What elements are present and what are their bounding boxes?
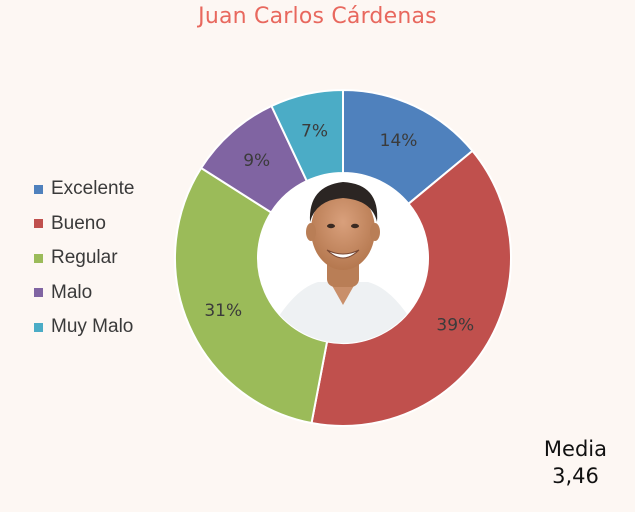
- slice-labels: 14% 39% 31% 9% 7%: [204, 122, 474, 336]
- slice-label-malo: 9%: [243, 151, 270, 171]
- slice-label-muy-malo: 7%: [301, 122, 328, 142]
- legend-swatch: [34, 219, 43, 229]
- summary-label: Media: [543, 437, 607, 461]
- slice-label-excelente: 14%: [380, 131, 418, 151]
- legend-label: Regular: [51, 247, 118, 269]
- legend-swatch: [34, 184, 43, 194]
- legend-swatch: [34, 322, 43, 332]
- legend-item-muy-malo: Muy Malo: [34, 310, 134, 345]
- legend-item-regular: Regular: [34, 241, 134, 276]
- legend-label: Excelente: [51, 178, 135, 200]
- legend-label: Muy Malo: [51, 316, 134, 338]
- legend-swatch: [34, 288, 43, 298]
- legend-item-excelente: Excelente: [34, 172, 134, 207]
- donut-slices: [174, 88, 512, 427]
- slice-label-bueno: 39%: [436, 315, 474, 335]
- legend-label: Bueno: [51, 212, 106, 234]
- legend-item-malo: Malo: [34, 276, 134, 311]
- chart-title: Juan Carlos Cárdenas: [198, 4, 437, 29]
- summary-value: 3,46: [552, 464, 599, 488]
- legend-swatch: [34, 253, 43, 263]
- summary-box: Media 3,46: [544, 436, 607, 490]
- portrait-photo: [258, 173, 428, 343]
- slice-label-regular: 31%: [204, 301, 242, 321]
- legend-label: Malo: [51, 281, 93, 303]
- legend: Excelente Bueno Regular Malo Muy Malo: [34, 172, 134, 345]
- legend-item-bueno: Bueno: [34, 207, 134, 242]
